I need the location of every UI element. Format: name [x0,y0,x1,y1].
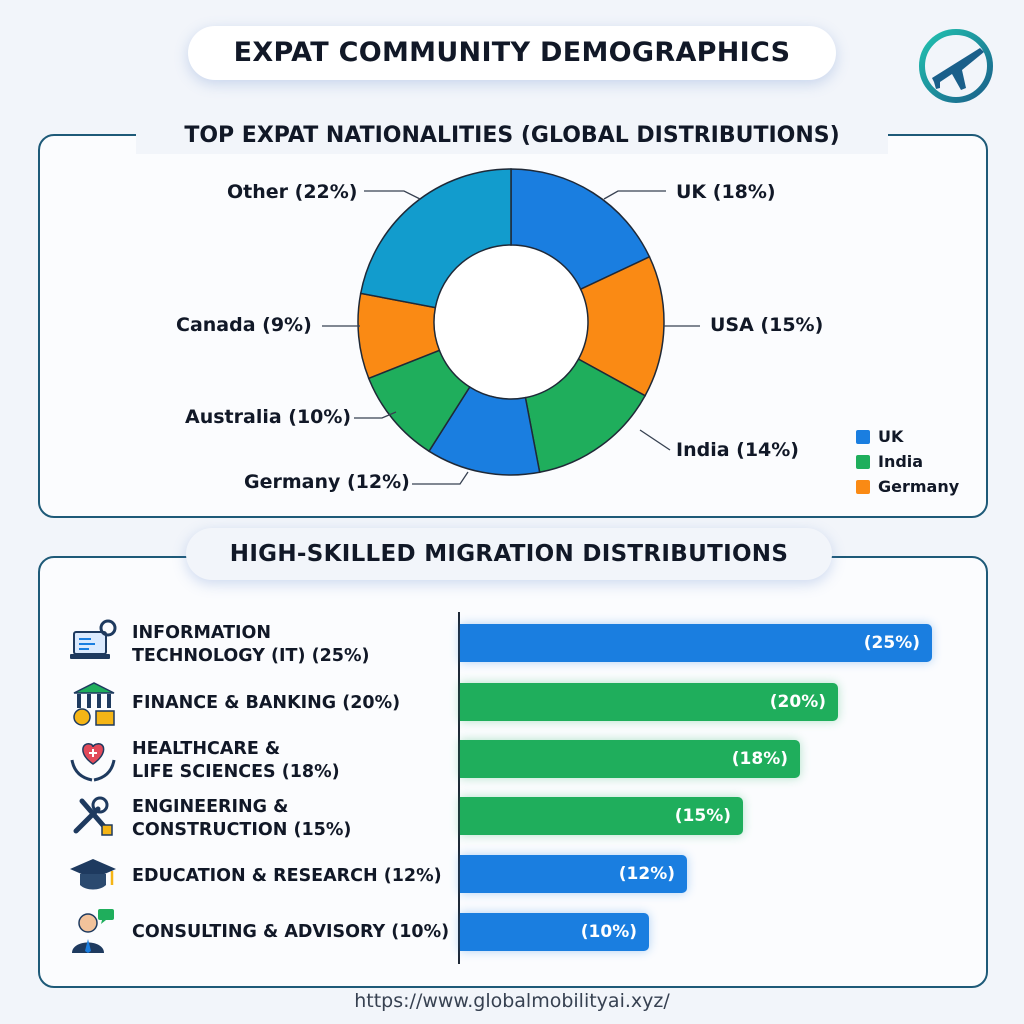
page-title: EXPAT COMMUNITY DEMOGRAPHICS [188,26,836,80]
slice-label-australia: Australia (10%) [185,406,352,428]
heart-hands-icon [70,743,116,782]
slice-label-germany: Germany (12%) [244,471,410,493]
slice-label-canada: Canada (9%) [176,314,312,336]
consultant-icon [72,909,114,953]
legend-swatch [856,454,870,469]
legend-label: Germany [878,477,960,496]
leader-line-uk [603,190,666,200]
bar-1[interactable]: (25%) [460,624,932,662]
graduation-cap-icon [70,859,116,890]
slice-label-uk: UK (18%) [676,181,776,203]
bar-category-label: EDUCATION & RESEARCH (12%) [132,866,442,886]
bar-6[interactable]: (10%) [460,913,649,951]
laptop-gear-icon [70,619,117,659]
legend-item-india: India [856,449,959,474]
bar-3[interactable]: (18%) [460,740,800,778]
slice-label-india: India (14%) [676,439,799,461]
section-title-migration: HIGH-SKILLED MIGRATION DISTRIBUTIONS [186,528,832,580]
footer-url[interactable]: https://www.globalmobilityai.xyz/ [354,990,670,1012]
leader-line-australia [354,411,397,419]
slice-label-other: Other (22%) [227,181,358,203]
bar-category-label: CONSULTING & ADVISORY (10%) [132,922,450,942]
donut-hole [435,246,587,398]
slice-label-usa: USA (15%) [710,314,824,336]
donut-slice-uk[interactable] [510,168,651,291]
bank-coins-icon [73,682,115,726]
leader-line-germany [412,471,469,485]
bar-category-label: INFORMATION TECHNOLOGY (IT) (25%) [132,623,370,666]
bar-category-label: HEALTHCARE & LIFE SCIENCES (18%) [132,739,340,782]
wrench-tools-icon [73,796,113,836]
donut-legend: UK India Germany [856,424,959,499]
legend-label: India [878,452,924,471]
bar-2[interactable]: (20%) [460,683,838,721]
donut-slice-other[interactable] [359,168,512,309]
bar-category-label: ENGINEERING & CONSTRUCTION (15%) [132,797,352,840]
legend-swatch [856,479,870,494]
legend-swatch [856,429,870,444]
bar-4[interactable]: (15%) [460,797,743,835]
bar-category-label: FINANCE & BANKING (20%) [132,693,401,713]
bar-5[interactable]: (12%) [460,855,687,893]
legend-label: UK [878,427,904,446]
leader-line-other [364,190,421,200]
bar-chart-axis [458,612,460,964]
legend-item-uk: UK [856,424,959,449]
legend-item-germany: Germany [856,474,959,499]
airplane-globe-icon [919,29,993,103]
section-title-nationalities: TOP EXPAT NATIONALITIES (GLOBAL DISTRIBU… [136,118,888,154]
leader-line-india [639,429,671,451]
